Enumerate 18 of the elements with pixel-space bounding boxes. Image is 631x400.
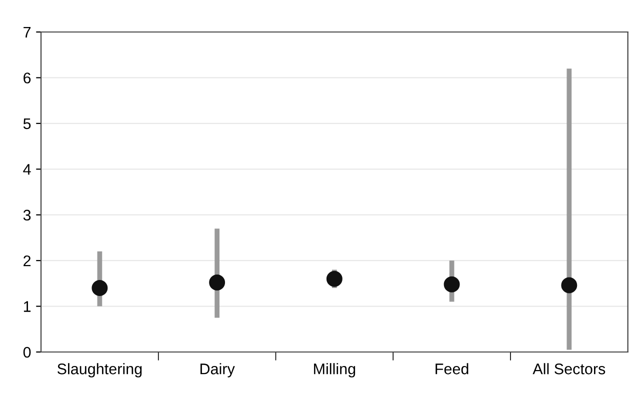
y-tick-label: 7 — [24, 27, 31, 38]
x-tick-label: Slaughtering — [58, 363, 142, 378]
y-tick-label: 4 — [23, 164, 31, 175]
x-tick-label: Milling — [314, 363, 356, 378]
y-tick-label: 1 — [24, 301, 31, 312]
x-tick-label: Dairy — [200, 363, 235, 378]
point — [326, 270, 342, 287]
y-tick-label: 3 — [23, 210, 31, 221]
y-tick-label: 5 — [23, 118, 31, 130]
y-tick-label: 6 — [24, 72, 31, 84]
point — [209, 274, 226, 290]
point — [92, 280, 108, 296]
y-tick-label: 2 — [24, 255, 31, 266]
x-tick-label: Feed — [436, 363, 468, 374]
point — [561, 277, 578, 294]
point — [444, 276, 460, 292]
y-tick-label: 0 — [23, 346, 31, 358]
x-tick-label: All Sectors — [532, 363, 606, 374]
